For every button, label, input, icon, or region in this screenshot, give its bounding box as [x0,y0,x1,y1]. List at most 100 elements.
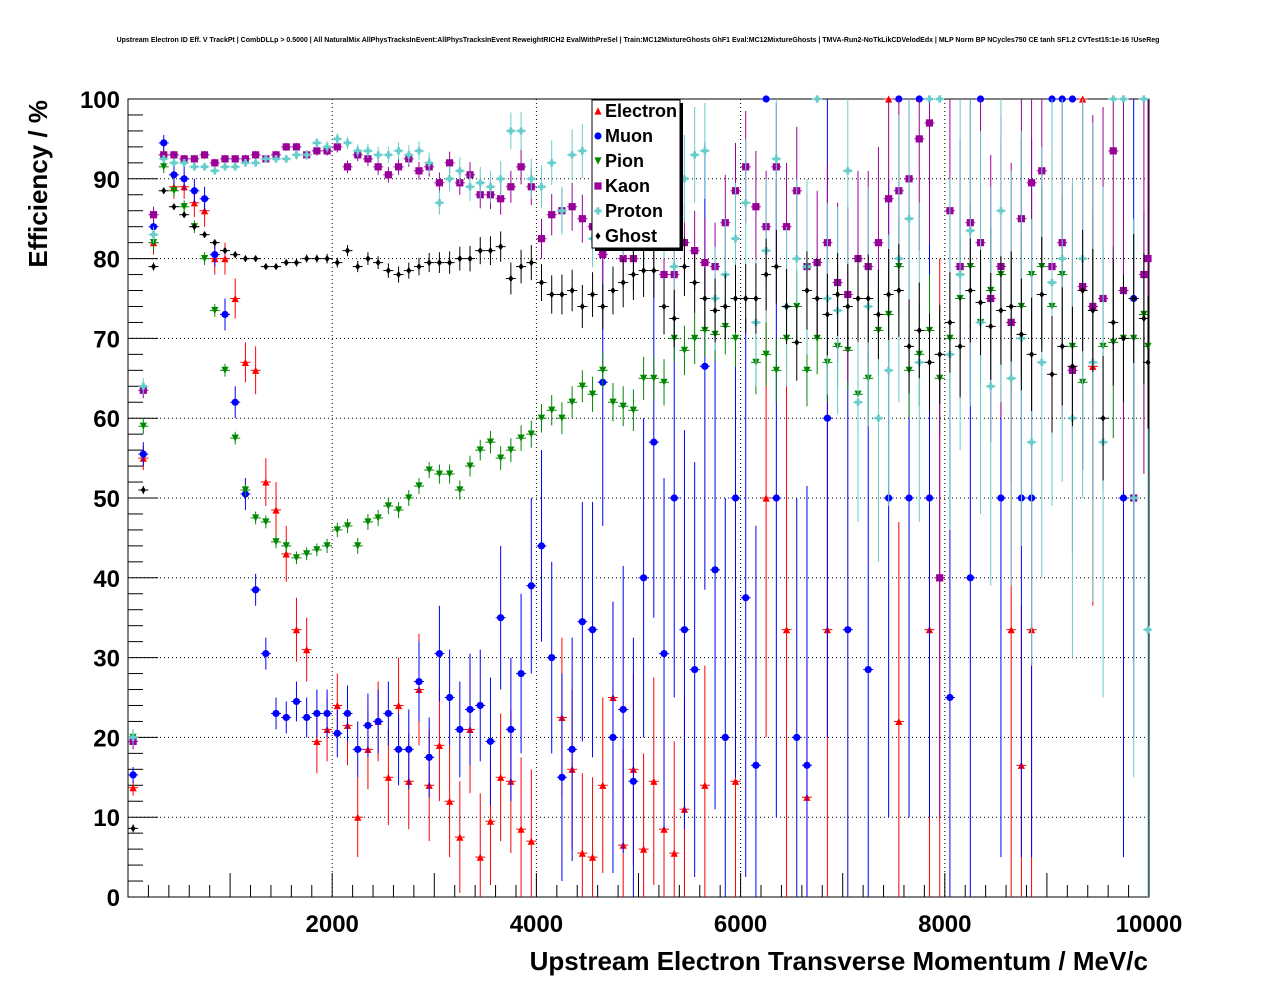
data-point [180,175,188,183]
y-tick-label: 10 [93,805,120,832]
data-point [629,777,637,785]
data-point [588,390,597,398]
data-point [1119,494,1128,502]
data-point [527,837,535,845]
data-point [160,139,168,147]
data-point [537,542,546,550]
data-point [925,494,934,502]
data-point [313,139,321,147]
data-point [303,550,311,558]
data-point [487,247,493,255]
data-point [1144,626,1152,634]
data-point [313,546,321,554]
data-point [211,159,219,167]
data-point [446,159,454,167]
data-point [978,298,984,307]
grid [128,99,1149,897]
x-axis-label: Upstream Electron Transverse Momentum / … [530,946,1148,976]
data-point [384,773,392,781]
data-point [844,167,852,175]
data-point [670,262,678,271]
data-point [772,494,780,502]
data-point [517,127,525,135]
data-point [599,781,607,789]
data-point [435,199,444,207]
data-point [139,382,147,390]
data-point [1039,290,1045,299]
data-point [231,155,239,163]
data-point [936,574,944,582]
data-point [568,203,576,211]
data-point [446,797,454,805]
x-tick-label: 4000 [510,911,563,938]
data-point [936,95,944,103]
data-point [772,366,780,374]
data-point [568,151,576,159]
data-point [650,777,658,785]
data-point [609,398,617,406]
data-point [202,231,208,239]
data-point [763,270,769,279]
data-point [354,745,362,753]
data-point [241,358,250,366]
data-point [855,294,861,303]
data-point [610,286,616,295]
data-point [375,258,381,267]
data-point [282,155,290,163]
data-point [731,494,740,502]
data-point [599,366,607,374]
data-point [231,434,239,442]
data-point [835,290,841,299]
data-point [895,717,903,726]
data-point [497,454,505,462]
data-point [456,833,464,841]
data-point [681,262,687,271]
data-point [731,334,740,342]
data-point [272,151,280,159]
y-tick-label: 80 [93,247,120,274]
data-point [221,255,229,263]
data-point [1109,95,1117,103]
data-point [139,450,147,458]
data-point [508,274,514,283]
data-point [794,338,800,346]
data-point [548,654,556,662]
data-point [425,466,433,474]
data-point [139,422,147,430]
data-point [252,151,260,159]
y-tick-label: 30 [93,646,120,673]
legend-marker [594,182,602,190]
data-point [803,761,811,769]
data-point [364,518,372,526]
data-point [998,306,1004,315]
data-point [1029,350,1035,358]
data-point [660,378,668,386]
data-point [394,701,403,710]
data-point [231,163,239,171]
data-point [252,159,260,167]
data-point [200,195,209,203]
data-point [212,239,218,247]
legend-label: Kaon [605,176,650,196]
data-point [456,167,464,175]
data-point [1058,255,1066,263]
data-point [784,302,790,311]
data-point [1140,95,1148,103]
data-point [221,310,229,319]
data-point [568,745,576,753]
data-point [446,693,454,702]
data-point [527,430,535,438]
data-point [396,270,402,279]
data-point [517,825,525,833]
data-point [477,247,483,255]
data-point [701,258,709,267]
data-point [701,362,709,370]
data-point [527,582,535,590]
data-point [721,733,729,742]
data-point [1007,374,1015,382]
data-point [292,151,301,159]
data-point [997,207,1005,215]
data-point [211,251,219,259]
data-point [947,318,953,327]
data-point [537,183,546,191]
